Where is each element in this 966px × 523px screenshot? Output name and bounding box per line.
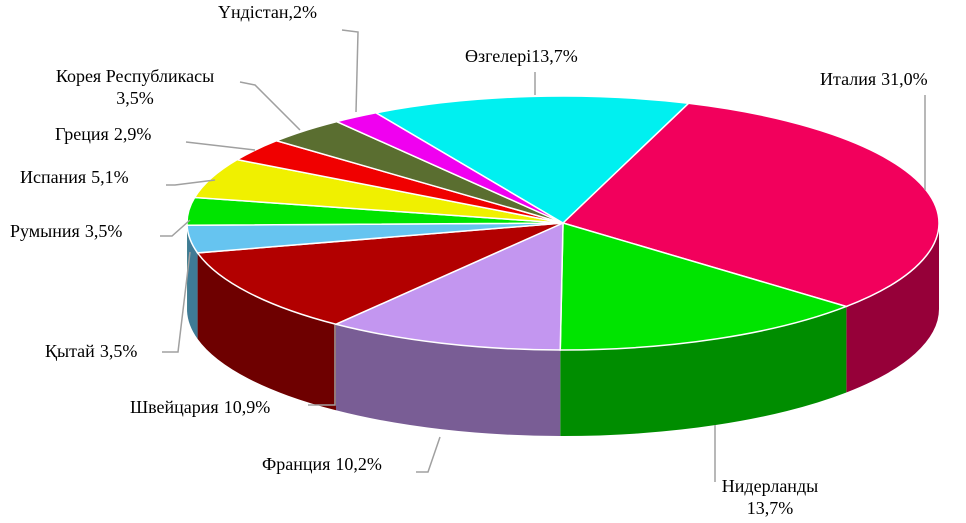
leader-line [185, 141, 256, 151]
slice-label: Швейцария 10,9% [130, 397, 270, 417]
pie-slice [559, 222, 849, 351]
slice-label: Греция 2,9% [55, 124, 151, 144]
leader-line [341, 29, 359, 113]
slice-name: Қытай [45, 341, 95, 361]
slice-value-label: 3,5% [85, 221, 123, 241]
slice-name: Греция [55, 124, 109, 144]
slice-value-label: 2% [293, 2, 317, 22]
pie-wall [560, 306, 847, 436]
slice-label: Франция 10,2% [262, 454, 382, 474]
slice-value-label: 31,0% [881, 69, 928, 89]
leader-line [416, 436, 441, 473]
leader-line [239, 81, 301, 131]
slice-value-label: 13,7% [531, 46, 578, 66]
slice-value-label: 3,5% [100, 341, 138, 361]
slice-name: Италия [820, 69, 876, 89]
slice-label: Испания 5,1% [20, 167, 129, 187]
slice-value-label: 2,9% [114, 124, 152, 144]
slice-name: Испания [20, 167, 86, 187]
slice-value-label: 10,9% [224, 397, 271, 417]
pie-wall [846, 223, 939, 393]
slice-label: Нидерланды [722, 476, 818, 496]
leader-line [160, 219, 191, 237]
slice-label: Корея Республикасы [56, 66, 214, 86]
slice-label: Румыния 3,5% [10, 221, 122, 241]
pie-slice [373, 95, 691, 224]
slice-value-label: 10,2% [335, 454, 382, 474]
pie-slice [561, 102, 940, 308]
slice-label: Үндістан,2% [218, 2, 317, 22]
leader-line [308, 325, 336, 406]
pie-wall [197, 252, 336, 411]
slice-label: Италия 31,0% [820, 69, 928, 89]
leader-line [162, 251, 191, 353]
slice-name: Үндістан, [218, 2, 293, 22]
leader-line [166, 179, 216, 186]
slice-label: Өзгелері13,7% [465, 46, 578, 66]
slice-value-label: 13,7% [747, 498, 794, 518]
pie-slice [196, 222, 564, 326]
slice-name: Өзгелері [465, 46, 531, 66]
pie-wall [335, 324, 561, 436]
pie-slice [333, 221, 564, 351]
slice-value-label: 3,5% [116, 88, 154, 108]
slice-label: Қытай 3,5% [45, 341, 137, 361]
slice-name: Румыния [10, 221, 80, 241]
slice-value-label: 5,1% [91, 167, 129, 187]
slice-name: Швейцария [130, 397, 219, 417]
slice-name: Франция [262, 454, 330, 474]
